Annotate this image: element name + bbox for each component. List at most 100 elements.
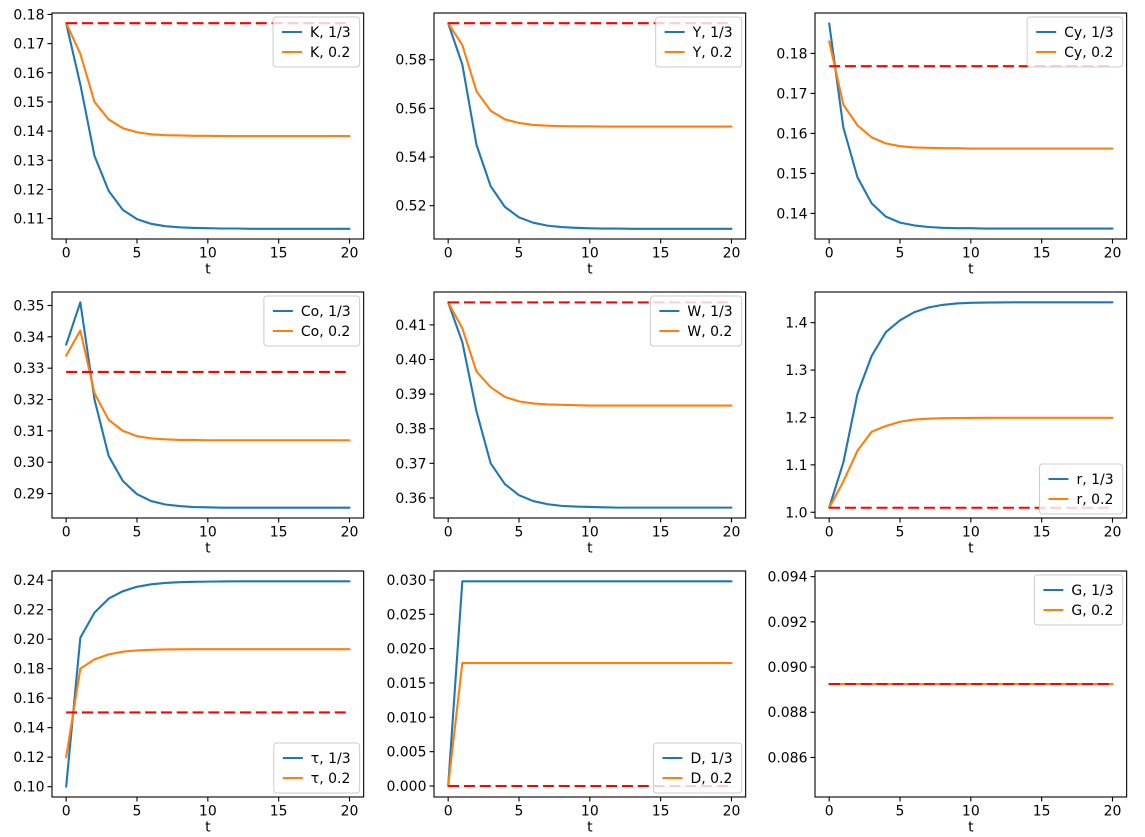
x-axis-label: t [968,540,974,556]
legend: τ, 1/3 τ, 0.2 [273,742,361,794]
legend: G, 1/3 G, 0.2 [1034,574,1124,626]
series-line-1 [828,301,1114,509]
x-axis: 0 5 10 15 20 [825,238,1122,261]
y-tick-label: 0.24 [13,573,44,589]
y-tick-label: 0.090 [768,660,808,676]
x-axis-label: t [587,819,593,835]
subplot-Y: 0 5 10 15 20 t 0.52 0.54 0.56 0.58 Y, 1/3 Y, 0.2 [395,12,746,277]
x-tick-label: 20 [341,803,359,819]
y-axis: 0.086 0.088 0.090 0.092 0.094 [768,570,816,766]
legend-label: r, 0.2 [1077,492,1114,508]
x-tick-label: 20 [722,524,740,540]
y-axis: 0.29 0.30 0.31 0.32 0.33 0.34 0.35 [13,298,52,503]
legend-box [649,295,742,347]
series-line-2 [828,416,1114,509]
x-tick-label: 15 [1033,524,1051,540]
y-tick-label: 0.56 [395,101,426,117]
series-line-1 [446,580,733,788]
y-axis: 0.52 0.54 0.56 0.58 [395,53,434,215]
y-tick-label: 0.000 [386,779,426,795]
x-axis-label: t [968,261,974,277]
x-tick-label: 20 [722,245,740,261]
x-axis: 0 5 10 15 20 [443,796,740,819]
y-tick-label: 0.13 [13,153,44,169]
legend-label: r, 1/3 [1077,472,1114,488]
legend-label: Cy, 0.2 [1064,45,1113,61]
y-tick-label: 0.11 [13,212,44,228]
x-tick-label: 0 [443,803,452,819]
legend: Cy, 1/3 Cy, 0.2 [1026,16,1124,68]
y-tick-label: 0.35 [13,298,44,314]
y-tick-label: 1.3 [786,363,808,379]
axes-frame [433,291,746,519]
legend: r, 1/3 r, 0.2 [1039,463,1124,515]
x-tick-label: 15 [651,803,669,819]
legend: Y, 1/3 Y, 0.2 [654,16,742,68]
x-axis: 0 5 10 15 20 [443,238,740,261]
subplot-G: 0 5 10 15 20 t 0.086 0.088 0.090 0.092 0.094 G, 1/3… [768,570,1128,835]
y-tick-label: 0.14 [13,721,44,737]
y-tick-label: 0.17 [13,37,44,53]
y-axis: 1.0 1.1 1.2 1.3 1.4 [786,316,816,521]
y-tick-label: 0.31 [13,424,44,440]
series-line-2 [65,22,351,138]
series-line-2 [446,301,733,407]
legend-label: G, 0.2 [1072,603,1114,619]
y-tick-label: 0.10 [13,780,44,796]
x-tick-label: 0 [825,803,834,819]
x-tick-label: 10 [199,245,217,261]
series-line-1 [828,22,1114,230]
y-tick-label: 0.54 [395,150,426,166]
x-tick-label: 5 [896,803,905,819]
x-tick-label: 5 [896,245,905,261]
series-line-2 [446,22,733,128]
x-tick-label: 5 [896,524,905,540]
y-axis: 0.36 0.37 0.38 0.39 0.40 0.41 [395,318,434,507]
y-tick-label: 0.088 [768,705,808,721]
legend-box [272,16,361,68]
legend-box [263,295,361,347]
subplot-τ: 0 5 10 15 20 t 0.10 0.12 0.14 0.16 0.18 0.20 0.22 0.2… [13,570,365,835]
x-tick-label: 5 [133,524,142,540]
subplot-K: 0 5 10 15 20t0.110.120.130.140.150.160.170.1… [13,7,365,277]
y-tick-label: 0.33 [13,361,44,377]
x-tick-label: 10 [199,803,217,819]
series-line-1 [446,22,733,230]
y-tick-label: 0.020 [386,642,426,658]
y-tick-label: 0.092 [768,615,808,631]
x-tick-label: 15 [1033,245,1051,261]
axes-frame [51,570,365,798]
y-axis: 0.10 0.12 0.14 0.16 0.18 0.20 0.22 0.24 [13,573,52,796]
subplot-D: 0 5 10 15 20t0.0000.0050.0100.0150.0200.0250… [386,570,746,835]
x-axis-label: t [205,819,211,835]
legend-box [1026,16,1124,68]
series-line-2 [828,40,1114,150]
legend-label: W, 0.2 [687,324,732,340]
y-tick-label: 0.010 [386,710,426,726]
legend: D, 1/3 D, 0.2 [652,742,742,794]
legend-box [652,742,742,794]
x-tick-label: 10 [581,524,599,540]
y-tick-label: 0.38 [395,422,426,438]
y-tick-label: 1.2 [786,410,808,426]
legend-label: D, 0.2 [690,771,732,787]
y-tick-label: 0.41 [395,318,426,334]
x-tick-label: 15 [651,524,669,540]
legend-label: D, 1/3 [690,751,732,767]
series-line-2 [65,329,351,442]
series-line-1 [65,301,351,509]
legend-box [273,742,361,794]
y-tick-label: 0.005 [386,745,426,761]
x-axis: 0 5 10 15 20 [825,517,1122,540]
x-axis: 0 5 10 15 20 [62,238,358,261]
y-tick-label: 0.015 [386,676,426,692]
x-tick-label: 5 [133,803,142,819]
legend-label: τ, 1/3 [311,751,351,767]
y-tick-label: 0.16 [13,66,44,82]
y-tick-label: 0.37 [395,456,426,472]
legend-box [1034,574,1124,626]
x-tick-label: 0 [62,524,71,540]
x-axis-label: t [968,819,974,835]
y-tick-label: 0.58 [395,53,426,69]
